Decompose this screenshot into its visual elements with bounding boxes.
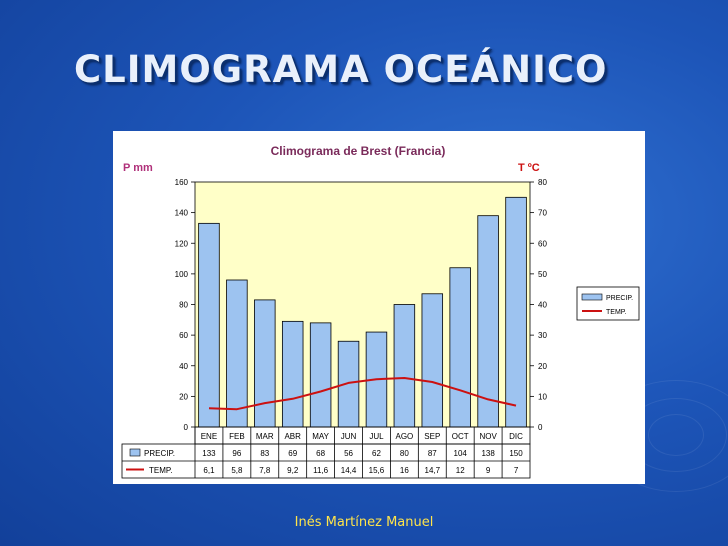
precip-value-cell: 87	[428, 449, 437, 458]
precip-bar-sep	[421, 293, 444, 428]
temp-value-cell: 12	[456, 466, 465, 475]
precip-bar-mar	[254, 299, 276, 428]
temp-value-cell: 9,2	[287, 466, 299, 475]
temp-value-cell: 11,6	[313, 466, 329, 475]
x-category-label: NOV	[479, 432, 497, 441]
precip-bar-may	[309, 322, 332, 428]
x-category-label: JUN	[341, 432, 357, 441]
legend-label-temp: TEMP.	[606, 309, 627, 316]
x-category-label: ABR	[284, 432, 301, 441]
table-series-label-precip: PRECIP.	[144, 449, 175, 458]
right-axis-tick-label: 40	[538, 301, 547, 310]
legend-label-precip: PRECIP.	[606, 295, 633, 302]
precip-bar-oct	[449, 267, 471, 428]
x-category-label: MAR	[256, 432, 274, 441]
precip-bar-dic	[505, 196, 527, 428]
x-category-label: AGO	[395, 432, 413, 441]
left-axis-label: P mm	[123, 162, 153, 174]
right-axis-tick-label: 10	[538, 392, 547, 401]
left-axis-tick-label: 60	[179, 331, 188, 340]
right-axis-tick-label: 80	[538, 178, 547, 187]
left-axis-tick-label: 100	[175, 270, 189, 279]
climograph-chart: Climograma de Brest (Francia) P mm T ºC 0 20…	[121, 144, 640, 479]
x-category-label: MAY	[312, 432, 329, 441]
climograph-chart-panel: Climograma de Brest (Francia) P mm T ºC 0 20…	[113, 131, 645, 484]
precip-value-cell: 62	[372, 449, 381, 458]
water-ripple-decoration	[648, 414, 704, 456]
temp-value-cell: 14,7	[425, 466, 441, 475]
slide-title: CLIMOGRAMA OCEÁNICO	[74, 48, 608, 91]
precip-value-cell: 68	[316, 449, 325, 458]
right-axis-tick-label: 30	[538, 331, 547, 340]
temp-value-cell: 9	[486, 466, 491, 475]
precip-value-cell: 69	[288, 449, 297, 458]
x-category-label: SEP	[424, 432, 440, 441]
chart-title: Climograma de Brest (Francia)	[271, 144, 446, 158]
left-axis-tick-label: 160	[175, 178, 189, 187]
table-series-label-temp: TEMP.	[149, 466, 172, 475]
right-axis-label: T ºC	[518, 162, 540, 174]
temp-value-cell: 7	[514, 466, 519, 475]
precip-bar-ago	[393, 304, 416, 428]
author-footer: Inés Martínez Manuel	[294, 515, 434, 530]
x-category-label: JUL	[369, 432, 384, 441]
precip-value-cell: 56	[344, 449, 353, 458]
right-axis-tick-label: 60	[538, 239, 547, 248]
left-axis-tick-label: 20	[179, 392, 188, 401]
precip-value-cell: 96	[232, 449, 241, 458]
temp-value-cell: 5,8	[231, 466, 243, 475]
precip-value-cell: 80	[400, 449, 409, 458]
left-axis-tick-label: 0	[184, 423, 189, 432]
precip-bar-abr	[281, 320, 304, 428]
x-category-label: ENE	[201, 432, 217, 441]
temp-value-cell: 15,6	[369, 466, 385, 475]
precip-bar-feb	[226, 279, 248, 428]
right-axis-tick-label: 0	[538, 423, 543, 432]
temperature-line	[208, 377, 517, 411]
legend-box	[576, 286, 640, 321]
right-axis-tick-label: 70	[538, 209, 547, 218]
x-category-label: FEB	[229, 432, 245, 441]
temp-value-cell: 7,8	[259, 466, 271, 475]
x-category-label: DIC	[509, 432, 523, 441]
left-axis-tick-label: 140	[175, 209, 189, 218]
legend-key-precip	[581, 293, 603, 301]
x-category-label: OCT	[452, 432, 469, 441]
precip-bar-ene	[198, 222, 220, 428]
table-key-precip	[129, 448, 141, 457]
precip-value-cell: 138	[481, 449, 495, 458]
precip-value-cell: 104	[454, 449, 468, 458]
left-axis-tick-label: 80	[179, 301, 188, 310]
precip-bar-nov	[477, 215, 499, 428]
temp-value-cell: 6,1	[203, 466, 215, 475]
temp-value-cell: 14,4	[341, 466, 357, 475]
precip-value-cell: 133	[202, 449, 216, 458]
left-axis-tick-label: 40	[179, 362, 188, 371]
precip-value-cell: 150	[509, 449, 523, 458]
plot-area	[194, 181, 531, 428]
right-axis-tick-label: 20	[538, 362, 547, 371]
temp-value-cell: 16	[400, 466, 409, 475]
right-axis-tick-label: 50	[538, 270, 547, 279]
precip-value-cell: 83	[260, 449, 269, 458]
left-axis-tick-label: 120	[175, 239, 189, 248]
